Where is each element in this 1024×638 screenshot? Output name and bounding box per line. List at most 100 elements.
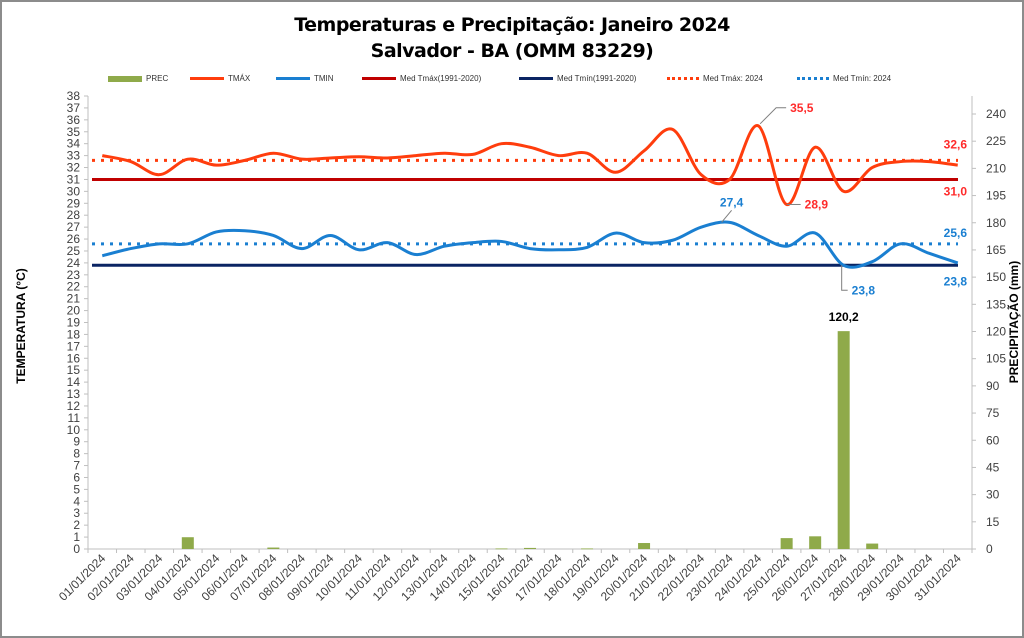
y-tick-label-right: 15 xyxy=(986,515,1000,529)
data-label-tmax-min: 28,9 xyxy=(805,197,829,211)
legend-label-med-tmax-2024: Med Tmáx: 2024 xyxy=(703,74,763,83)
y-tick-label-left: 7 xyxy=(73,459,80,473)
chart-subtitle: Salvador - BA (OMM 83229) xyxy=(370,40,654,62)
data-label-tmin-max: 27,4 xyxy=(720,195,744,209)
y-tick-label-right: 165 xyxy=(986,243,1006,257)
legend-label-med-tmin-normal: Med Tmín(1991-2020) xyxy=(557,74,637,83)
legend-item-med-tmax-2024: Med Tmáx: 2024 xyxy=(667,74,763,83)
y-tick-label-right: 120 xyxy=(986,325,1006,339)
leader-line xyxy=(759,107,787,125)
y-tick-label-right: 105 xyxy=(986,352,1006,366)
y-tick-label-left: 35 xyxy=(67,125,81,139)
y-tick-label-left: 20 xyxy=(67,304,81,318)
legend-label-tmax: TMÁX xyxy=(228,74,251,83)
y-tick-label-right: 210 xyxy=(986,161,1006,175)
y-tick-label-left: 26 xyxy=(67,232,81,246)
y-tick-label-left: 29 xyxy=(67,196,81,210)
y-tick-label-left: 16 xyxy=(67,351,81,365)
y-tick-label-left: 18 xyxy=(67,327,81,341)
y-tick-label-left: 33 xyxy=(67,149,81,163)
y-axis-title-left: TEMPERATURA (°C) xyxy=(14,268,28,383)
y-tick-label-left: 14 xyxy=(67,375,81,389)
legend-item-tmax: TMÁX xyxy=(190,74,250,83)
y-tick-label-right: 195 xyxy=(986,189,1006,203)
prec-bar xyxy=(638,543,651,549)
legend-swatch-tmin xyxy=(276,77,310,80)
legend-item-med-tmin-normal: Med Tmín(1991-2020) xyxy=(519,74,636,83)
prec-bar xyxy=(267,547,280,549)
prec-bar xyxy=(495,548,508,550)
y-tick-label-right: 45 xyxy=(986,460,1000,474)
y-tick-label-left: 3 xyxy=(73,506,80,520)
tmin-line xyxy=(101,220,959,269)
y-tick-label-left: 11 xyxy=(68,411,81,425)
y-tick-label-left: 36 xyxy=(67,113,81,127)
prec-bar xyxy=(809,536,822,549)
y-tick-label-right: 180 xyxy=(986,216,1006,230)
y-tick-label-left: 34 xyxy=(67,137,81,151)
data-label-med-tmax-2024: 32,6 xyxy=(944,137,968,151)
y-tick-label-right: 150 xyxy=(986,270,1006,284)
legend-item-tmin: TMIN xyxy=(276,74,334,83)
data-label-tmin-min: 23,8 xyxy=(852,283,876,297)
y-tick-label-left: 5 xyxy=(73,482,80,496)
y-tick-label-right: 90 xyxy=(986,379,1000,393)
data-label-tmax-max: 35,5 xyxy=(790,101,814,115)
y-tick-label-left: 27 xyxy=(67,220,81,234)
legend-swatch-med-tmax-2024 xyxy=(667,77,699,80)
prec-bar xyxy=(780,538,793,549)
data-label-med-tmin-2024: 25,6 xyxy=(944,226,968,240)
y-tick-label-left: 22 xyxy=(67,280,81,294)
legend-swatch-tmax xyxy=(190,77,224,80)
data-label-med-tmax-normal: 31,0 xyxy=(944,184,968,198)
legend-swatch-med-tmin-2024 xyxy=(797,77,829,80)
y-tick-label-left: 30 xyxy=(67,184,81,198)
prec-bar xyxy=(866,543,879,549)
y-tick-label-left: 17 xyxy=(67,339,81,353)
legend-label-med-tmax-normal: Med Tmáx(1991-2020) xyxy=(400,74,482,83)
y-axis-title-right: PRECIPITAÇÃO (mm) xyxy=(1006,261,1021,383)
legend-item-med-tmin-2024: Med Tmín: 2024 xyxy=(797,74,891,83)
y-tick-label-right: 135 xyxy=(986,297,1006,311)
y-tick-label-left: 4 xyxy=(73,494,80,508)
prec-bar xyxy=(581,548,594,550)
y-tick-label-left: 6 xyxy=(73,470,80,484)
legend-swatch-med-tmax-normal xyxy=(362,77,396,80)
y-tick-label-left: 38 xyxy=(67,89,81,103)
y-tick-label-left: 32 xyxy=(67,161,81,175)
legend-label-prec: PREC xyxy=(146,74,169,83)
y-tick-label-left: 21 xyxy=(67,292,81,306)
prec-bar xyxy=(181,537,194,549)
y-tick-label-left: 1 xyxy=(73,530,80,544)
y-tick-label-left: 25 xyxy=(67,244,81,258)
y-tick-label-left: 37 xyxy=(67,101,81,115)
y-tick-label-left: 0 xyxy=(73,542,80,556)
legend-label-tmin: TMIN xyxy=(314,74,334,83)
y-tick-label-left: 9 xyxy=(73,435,80,449)
legend-item-prec: PREC xyxy=(108,74,168,83)
y-tick-label-left: 23 xyxy=(67,268,81,282)
data-label-med-tmin-normal: 23,8 xyxy=(944,274,968,288)
y-tick-label-right: 75 xyxy=(986,406,1000,420)
prec-bar xyxy=(524,547,536,549)
legend-item-med-tmax-normal: Med Tmáx(1991-2020) xyxy=(362,74,481,83)
leader-line xyxy=(721,210,732,223)
y-tick-label-right: 0 xyxy=(986,542,993,556)
chart-title: Temperaturas e Precipitação: Janeiro 202… xyxy=(294,14,730,36)
y-tick-label-left: 24 xyxy=(67,256,81,270)
y-tick-label-left: 12 xyxy=(67,399,81,413)
legend: PREC TMÁX TMIN Med Tmáx(1991-2020) Med T… xyxy=(0,74,1024,88)
y-tick-label-left: 19 xyxy=(67,316,81,330)
legend-swatch-med-tmin-normal xyxy=(519,77,553,80)
legend-label-med-tmin-2024: Med Tmín: 2024 xyxy=(833,74,892,83)
y-tick-label-left: 10 xyxy=(67,423,81,437)
y-tick-label-left: 13 xyxy=(67,387,81,401)
y-tick-label-left: 2 xyxy=(73,518,80,532)
prec-bar xyxy=(837,331,850,549)
leader-line xyxy=(841,265,848,291)
data-label-prec-max: 120,2 xyxy=(829,310,859,324)
y-tick-label-right: 60 xyxy=(986,433,1000,447)
y-tick-label-left: 28 xyxy=(67,208,81,222)
